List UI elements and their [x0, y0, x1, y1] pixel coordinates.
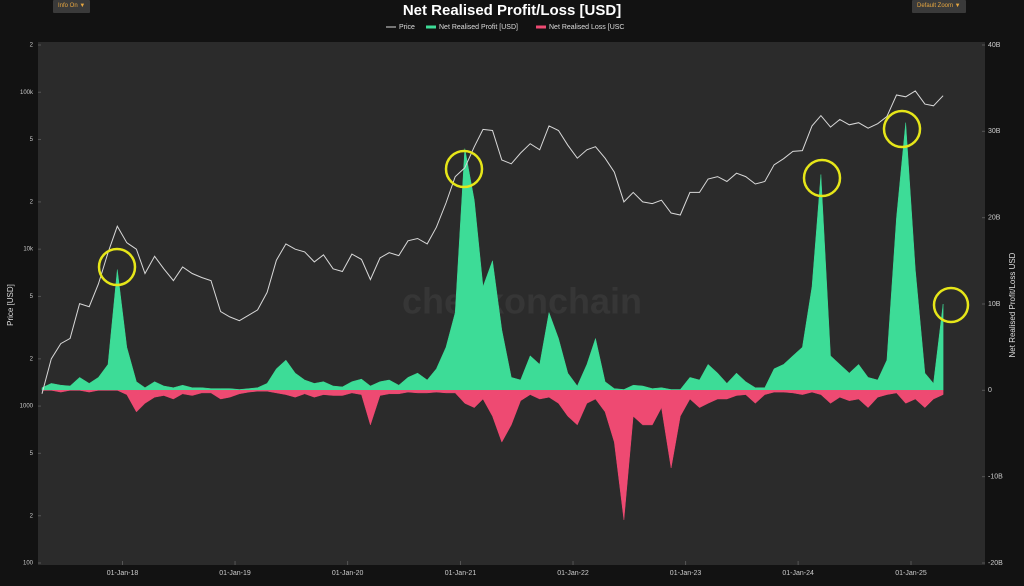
x-tick-label: 01-Jan-18	[107, 570, 139, 577]
price-line	[41, 90, 944, 394]
highlight-circle	[882, 109, 922, 149]
zoom-label: Default Zoom	[917, 3, 954, 9]
watermark: checkonchain	[402, 281, 642, 322]
x-tick-label: 01-Jan-24	[782, 570, 814, 577]
y2-tick-label: -20B	[988, 560, 1003, 567]
x-tick-label: 01-Jan-23	[670, 570, 702, 577]
y-tick-label: 2	[30, 43, 34, 49]
y-tick-label: 5	[30, 451, 34, 457]
highlight-circle	[97, 247, 137, 287]
y-tick-label: 2	[30, 199, 34, 205]
legend-label: Net Realised Loss [USC	[549, 24, 624, 31]
y-tick-label: 100k	[20, 90, 34, 96]
y2-tick-label: 40B	[988, 42, 1001, 49]
zoom-button[interactable]: Default Zoom ▼	[912, 0, 966, 13]
y-tick-label: 5	[30, 294, 34, 300]
y-tick-label: 1000	[20, 404, 34, 410]
highlight-circle	[932, 286, 970, 324]
y2-axis-label: Net Realised Profit/Loss USD	[1008, 252, 1017, 357]
annotation-circles	[97, 109, 970, 324]
y2-tick-label: -10B	[988, 474, 1003, 481]
y-tick-label: 5	[30, 137, 34, 143]
info-label: Info On	[58, 3, 78, 9]
y-tick-label: 100	[23, 561, 34, 567]
highlight-circle	[802, 158, 842, 198]
x-tick-label: 01-Jan-25	[895, 570, 927, 577]
legend-label: Price	[399, 24, 415, 31]
y2-tick-label: 0	[988, 387, 992, 394]
chart-title: Net Realised Profit/Loss [USD]	[403, 2, 621, 19]
y2-tick-label: 10B	[988, 301, 1001, 308]
x-tick-label: 01-Jan-19	[219, 570, 251, 577]
legend-label: Net Realised Profit [USD]	[439, 24, 518, 31]
highlight-circle	[444, 149, 484, 189]
x-tick-label: 01-Jan-20	[332, 570, 364, 577]
y2-tick-label: 30B	[988, 128, 1001, 135]
y-tick-label: 2	[30, 513, 34, 519]
area	[41, 122, 944, 391]
y-tick-label: 10k	[23, 247, 34, 253]
x-tick-label: 01-Jan-22	[557, 570, 589, 577]
y-axis-label: Price [USD]	[6, 284, 15, 326]
x-tick-label: 01-Jan-21	[445, 570, 477, 577]
area	[42, 390, 944, 520]
y-tick-label: 2	[30, 356, 34, 362]
y2-tick-label: 20B	[988, 215, 1001, 222]
info-button[interactable]: Info On ▼	[53, 0, 91, 13]
